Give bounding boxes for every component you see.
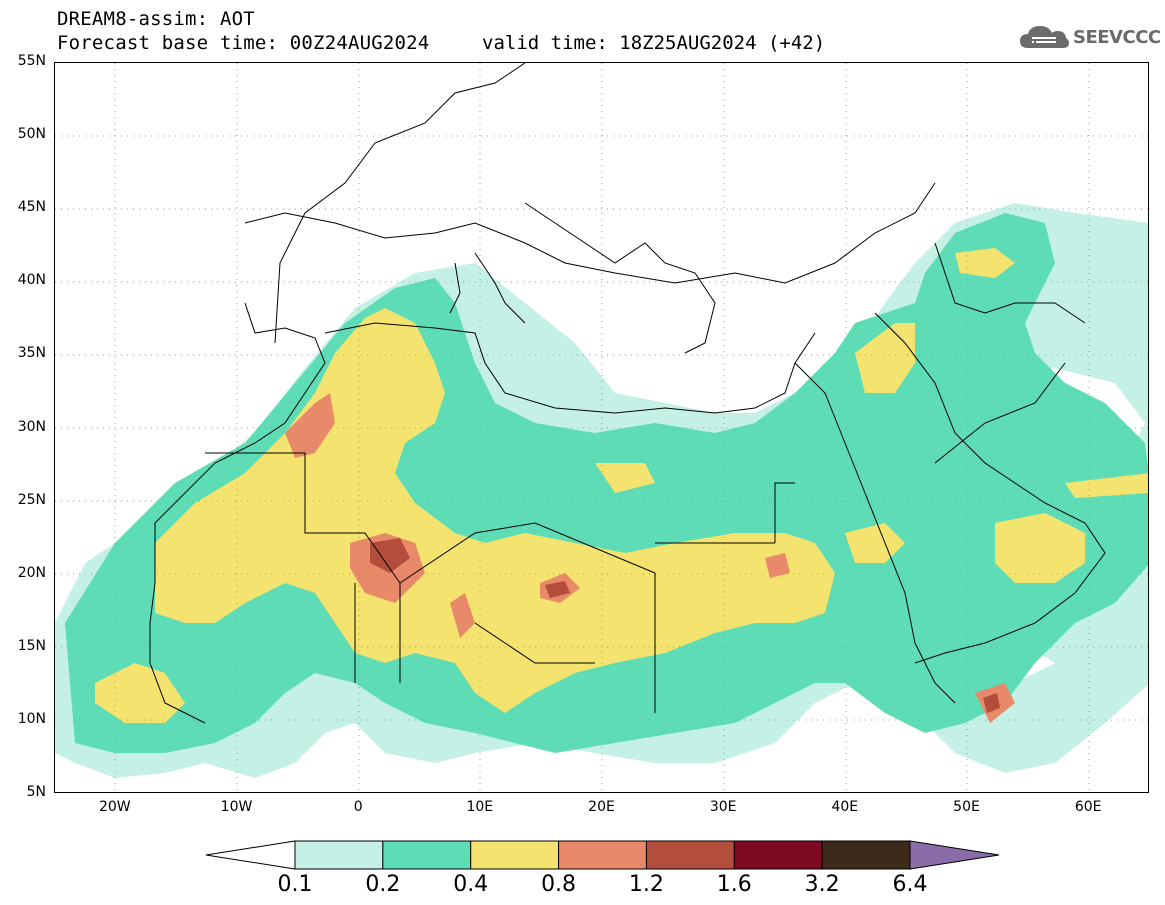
- colorbar-level-label: 1.6: [716, 872, 752, 897]
- lat-label: 40N: [17, 272, 46, 289]
- aot-band-0-2: [65, 213, 1148, 753]
- lat-label: 45N: [17, 199, 46, 216]
- colorbar-segment: [821, 840, 911, 870]
- lon-label: 20E: [588, 799, 615, 815]
- lat-label: 55N: [17, 53, 46, 69]
- coastlines: [149, 63, 1106, 724]
- colorbar-max-arrow: [909, 840, 1000, 870]
- lat-label: 5N: [26, 784, 46, 800]
- colorbar-segment: [382, 840, 472, 870]
- colorbar-segment: [470, 840, 560, 870]
- aot-band-1-2: [370, 538, 1000, 713]
- colorbar-level-label: 0.1: [277, 872, 313, 897]
- map-area: [54, 62, 1149, 793]
- colorbar-min-arrow: [205, 840, 296, 870]
- colorbar-level-label: 3.2: [804, 872, 840, 897]
- valid-time-label: valid time: 18Z25AUG2024 (+42): [482, 32, 826, 54]
- colorbar-segment: [294, 840, 384, 870]
- base-time-label: Forecast base time: 00Z24AUG2024: [57, 32, 430, 54]
- lon-label: 10W: [220, 799, 253, 815]
- lat-label: 15N: [17, 637, 46, 654]
- colorbar-segment: [558, 840, 647, 870]
- colorbar-segment: [733, 840, 823, 870]
- cloud-icon: [1020, 26, 1069, 48]
- lat-label: 50N: [17, 126, 46, 143]
- lat-label: 10N: [17, 710, 46, 727]
- colorbar-level-label: 0.4: [453, 872, 489, 897]
- lon-label: 10E: [466, 799, 494, 815]
- map-canvas: [55, 63, 1148, 792]
- colorbar-level-label: 1.2: [628, 872, 664, 897]
- lat-label: 25N: [17, 491, 46, 508]
- lon-label: 40E: [831, 799, 859, 815]
- lon-label: 30E: [709, 799, 737, 815]
- colorbar-level-label: 0.8: [541, 872, 577, 897]
- colorbar-level-label: 6.4: [892, 872, 928, 897]
- colorbar-level-label: 0.2: [365, 872, 401, 897]
- colorbar: [205, 840, 1000, 870]
- lon-label: 20W: [98, 799, 131, 815]
- lat-label: 30N: [17, 418, 46, 435]
- lon-label: 50E: [953, 799, 980, 815]
- lon-label: 60E: [1074, 799, 1102, 815]
- lat-label: 35N: [17, 345, 46, 362]
- lon-label: 0: [353, 799, 363, 815]
- seevccc-logo: SEEVCCC: [1018, 22, 1161, 52]
- lat-label: 20N: [17, 564, 46, 581]
- logo-text: SEEVCCC: [1073, 26, 1161, 48]
- colorbar-segment: [645, 840, 735, 870]
- map-title: DREAM8-assim: AOT: [57, 8, 255, 30]
